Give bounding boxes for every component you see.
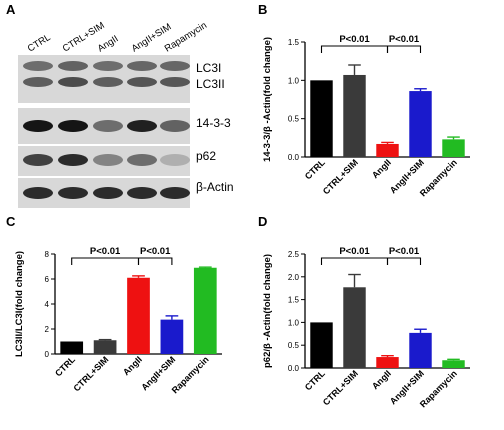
blot-band-label: 14-3-3: [196, 116, 231, 130]
bar: [160, 319, 184, 354]
blot-band: [93, 120, 123, 132]
y-tick-label: 0.0: [288, 153, 300, 162]
blot-band: [23, 154, 53, 166]
bar: [376, 143, 399, 157]
blot-band: [93, 61, 123, 71]
x-tick-label: CTRL+SIM: [321, 368, 360, 407]
blot-band: [127, 61, 157, 71]
significance-bracket: [320, 45, 389, 53]
bar: [409, 91, 432, 157]
panel-letter-c: C: [6, 214, 16, 229]
x-tick-label: AngII: [370, 368, 393, 391]
y-tick-label: 6: [45, 275, 50, 284]
blot-band: [23, 77, 53, 87]
blot-band: [58, 154, 88, 166]
bar: [193, 267, 217, 354]
blot-band: [58, 187, 88, 199]
bar: [376, 357, 399, 368]
significance-label: P<0.01: [339, 246, 370, 257]
y-tick-label: 2.0: [288, 273, 300, 282]
bar: [127, 277, 150, 354]
y-axis-label: p62/β -Actin(fold change): [262, 254, 273, 368]
panel-letter-b: B: [258, 2, 268, 17]
significance-bracket: [71, 257, 140, 265]
blot-band: [58, 61, 88, 71]
significance-label: P<0.01: [389, 34, 420, 45]
blot-band: [58, 77, 88, 87]
x-tick-label: CTRL+SIM: [321, 157, 360, 196]
significance-label: P<0.01: [90, 246, 121, 257]
significance-label: P<0.01: [389, 246, 420, 257]
blot-band: [93, 154, 123, 166]
blot-band: [160, 154, 190, 166]
blot-band: [127, 77, 157, 87]
bar: [310, 322, 333, 368]
y-tick-label: 2: [45, 325, 50, 334]
y-tick-label: 0.5: [288, 341, 300, 350]
blot-lane-label: AngII: [96, 33, 121, 54]
y-tick-label: 0: [45, 350, 50, 359]
significance-bracket: [320, 257, 389, 265]
blot-lane-label: CTRL: [26, 32, 53, 54]
x-tick-label: CTRL: [303, 368, 327, 392]
significance-label: P<0.01: [339, 34, 370, 45]
significance-bracket: [386, 45, 422, 53]
y-tick-label: 0.0: [288, 364, 300, 373]
panel-letter-a: A: [6, 2, 16, 17]
bar: [93, 340, 117, 354]
y-axis-label: LC3II/LC3I(fold change): [14, 251, 25, 357]
y-tick-label: 1.5: [288, 296, 300, 305]
blot-band: [127, 154, 157, 166]
blot-band: [160, 120, 190, 132]
blot-band: [93, 77, 123, 87]
blot-band: [127, 187, 157, 199]
bar: [310, 80, 333, 157]
blot-band: [93, 187, 123, 199]
y-axis-label: 14-3-3/β -Actin(fold change): [262, 37, 273, 162]
blot-band: [58, 120, 88, 132]
bar: [343, 74, 366, 157]
x-tick-label: AngII: [121, 354, 144, 377]
bar: [343, 287, 366, 368]
significance-bracket: [386, 257, 422, 265]
x-tick-label: CTRL: [53, 354, 77, 378]
blot-band: [160, 61, 190, 71]
y-tick-label: 4: [45, 300, 50, 309]
x-tick-label: AngII: [370, 157, 393, 180]
significance-bracket: [137, 257, 173, 265]
blot-band: [127, 120, 157, 132]
blot-band: [160, 187, 190, 199]
blot-band-label: p62: [196, 149, 216, 163]
y-tick-label: 8: [45, 250, 50, 259]
bar: [409, 332, 432, 368]
y-tick-label: 2.5: [288, 250, 300, 259]
y-tick-label: 1.0: [288, 76, 300, 85]
blot-band: [160, 77, 190, 87]
blot-band: [23, 187, 53, 199]
y-tick-label: 1.0: [288, 318, 300, 327]
bar: [442, 360, 465, 368]
blot-band-label: LC3II: [196, 77, 225, 91]
x-tick-label: CTRL+SIM: [71, 354, 110, 393]
significance-label: P<0.01: [140, 246, 171, 257]
panel-letter-d: D: [258, 214, 268, 229]
y-tick-label: 0.5: [288, 115, 300, 124]
x-tick-label: CTRL: [303, 157, 327, 181]
bar: [60, 341, 84, 354]
bar: [442, 139, 465, 157]
blot-band-label: β-Actin: [196, 180, 234, 194]
blot-band: [23, 120, 53, 132]
blot-band: [23, 61, 53, 71]
y-tick-label: 1.5: [288, 38, 300, 47]
blot-band-label: LC3I: [196, 61, 221, 75]
